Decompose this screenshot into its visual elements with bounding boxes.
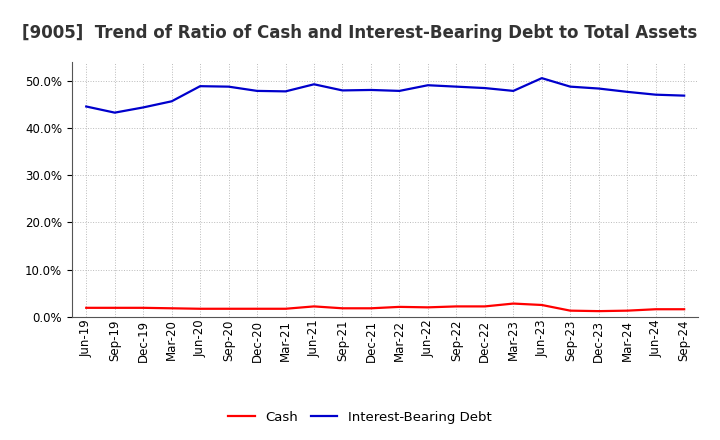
Interest-Bearing Debt	[310, 82, 318, 87]
Cash	[338, 306, 347, 311]
Line: Interest-Bearing Debt: Interest-Bearing Debt	[86, 78, 684, 113]
Interest-Bearing Debt	[196, 84, 204, 89]
Interest-Bearing Debt	[652, 92, 660, 97]
Cash	[310, 304, 318, 309]
Interest-Bearing Debt	[110, 110, 119, 115]
Interest-Bearing Debt	[82, 104, 91, 109]
Interest-Bearing Debt	[623, 89, 631, 95]
Interest-Bearing Debt	[509, 88, 518, 94]
Cash	[509, 301, 518, 306]
Interest-Bearing Debt	[366, 87, 375, 92]
Interest-Bearing Debt	[167, 99, 176, 104]
Cash	[167, 306, 176, 311]
Cash	[537, 302, 546, 308]
Cash	[452, 304, 461, 309]
Cash	[423, 305, 432, 310]
Cash	[139, 305, 148, 311]
Interest-Bearing Debt	[282, 89, 290, 94]
Cash	[225, 306, 233, 312]
Cash	[395, 304, 404, 309]
Cash	[566, 308, 575, 313]
Cash	[623, 308, 631, 313]
Text: [9005]  Trend of Ratio of Cash and Interest-Bearing Debt to Total Assets: [9005] Trend of Ratio of Cash and Intere…	[22, 24, 698, 42]
Interest-Bearing Debt	[338, 88, 347, 93]
Line: Cash: Cash	[86, 304, 684, 311]
Interest-Bearing Debt	[452, 84, 461, 89]
Cash	[595, 308, 603, 314]
Interest-Bearing Debt	[680, 93, 688, 98]
Interest-Bearing Debt	[537, 76, 546, 81]
Interest-Bearing Debt	[225, 84, 233, 89]
Cash	[652, 307, 660, 312]
Cash	[253, 306, 261, 312]
Cash	[196, 306, 204, 312]
Interest-Bearing Debt	[139, 105, 148, 110]
Interest-Bearing Debt	[423, 83, 432, 88]
Cash	[480, 304, 489, 309]
Interest-Bearing Debt	[395, 88, 404, 94]
Interest-Bearing Debt	[595, 86, 603, 91]
Legend: Cash, Interest-Bearing Debt: Cash, Interest-Bearing Debt	[223, 405, 497, 429]
Interest-Bearing Debt	[253, 88, 261, 94]
Cash	[282, 306, 290, 312]
Interest-Bearing Debt	[480, 85, 489, 91]
Interest-Bearing Debt	[566, 84, 575, 89]
Cash	[366, 306, 375, 311]
Cash	[680, 307, 688, 312]
Cash	[110, 305, 119, 311]
Cash	[82, 305, 91, 311]
